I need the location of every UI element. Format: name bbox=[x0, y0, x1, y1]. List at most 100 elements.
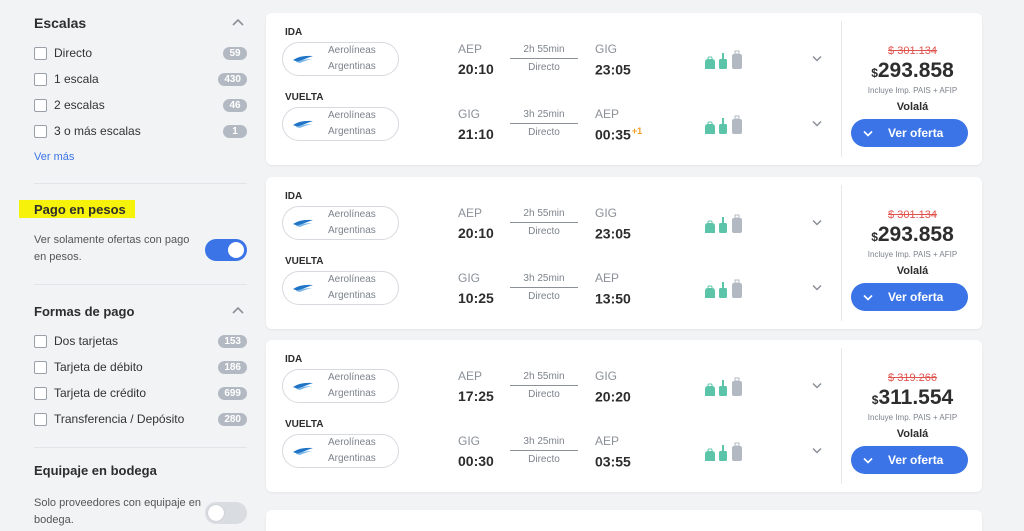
carry-on-icon bbox=[719, 282, 727, 298]
chevron-down-icon bbox=[863, 294, 873, 301]
filter-directo[interactable]: Directo 59 bbox=[34, 44, 247, 62]
current-price: $311.554 bbox=[842, 386, 983, 410]
checkbox[interactable] bbox=[34, 72, 47, 86]
flight-leg[interactable]: IDA Aerolíneas Argentinas AEP 17:25 2h 55… bbox=[266, 354, 840, 414]
offer-card: IDA Aerolíneas Argentinas AEP 20:10 2h 55… bbox=[266, 177, 982, 329]
departure-time: 00:30 bbox=[458, 453, 494, 469]
flight-leg[interactable]: VUELTA Aerolíneas Argentinas GIG 10:25 3h… bbox=[266, 256, 840, 316]
toggle-knob bbox=[228, 242, 244, 258]
ver-oferta-button[interactable]: Ver oferta bbox=[851, 119, 968, 147]
chevron-down-icon bbox=[863, 130, 873, 137]
destination-code: GIG bbox=[595, 206, 618, 220]
filter-tarjeta-credito[interactable]: Tarjeta de crédito 699 bbox=[34, 384, 247, 402]
flight-leg[interactable]: VUELTA Aerolíneas Argentinas GIG 00:30 3h… bbox=[266, 419, 840, 479]
carry-on-icon bbox=[719, 217, 727, 233]
ver-mas-link[interactable]: Ver más bbox=[34, 151, 75, 163]
route-line bbox=[510, 450, 578, 451]
checkbox[interactable] bbox=[34, 412, 47, 426]
chevron-down-icon bbox=[863, 457, 873, 464]
checkbox[interactable] bbox=[34, 334, 47, 348]
chevron-down-icon[interactable] bbox=[812, 120, 822, 127]
filter-label: Dos tarjetas bbox=[54, 334, 119, 348]
ver-oferta-button[interactable]: Ver oferta bbox=[851, 283, 968, 311]
filter-label: Tarjeta de débito bbox=[54, 360, 143, 374]
checked-bag-icon bbox=[732, 279, 742, 298]
current-price: $293.858 bbox=[842, 223, 983, 247]
chevron-down-icon[interactable] bbox=[812, 55, 822, 62]
chevron-down-icon[interactable] bbox=[812, 382, 822, 389]
destination-code: AEP bbox=[595, 434, 620, 448]
arrival-time: 00:35+1 bbox=[595, 126, 643, 143]
pago-pesos-toggle[interactable] bbox=[205, 239, 247, 261]
taxes-note: Incluye Imp. PAIS + AFIP bbox=[867, 86, 958, 95]
filter-count-badge: 186 bbox=[218, 360, 247, 374]
checkbox[interactable] bbox=[34, 360, 47, 374]
taxes-note: Incluye Imp. PAIS + AFIP bbox=[867, 250, 958, 259]
chevron-down-icon[interactable] bbox=[812, 447, 822, 454]
flight-leg[interactable]: VUELTA Aerolíneas Argentinas GIG 21:10 3h… bbox=[266, 92, 840, 152]
flight-duration: 3h 25min bbox=[523, 109, 565, 120]
filter-tarjeta-debito[interactable]: Tarjeta de débito 186 bbox=[34, 358, 247, 376]
personal-item-icon bbox=[705, 448, 715, 461]
current-price: $293.858 bbox=[842, 59, 983, 83]
next-card-edge bbox=[266, 510, 982, 531]
filter-count-badge: 280 bbox=[218, 412, 247, 426]
flight-leg[interactable]: IDA Aerolíneas Argentinas AEP 20:10 2h 55… bbox=[266, 27, 840, 87]
flight-leg[interactable]: IDA Aerolíneas Argentinas AEP 20:10 2h 55… bbox=[266, 191, 840, 251]
divider bbox=[34, 284, 247, 285]
filter-label: Directo bbox=[54, 46, 93, 60]
ver-oferta-button[interactable]: Ver oferta bbox=[851, 446, 968, 474]
stops-label: Directo bbox=[528, 62, 560, 73]
departure-time: 10:25 bbox=[458, 290, 494, 306]
checkbox[interactable] bbox=[34, 124, 47, 138]
destination-code: AEP bbox=[595, 271, 620, 285]
departure-time: 17:25 bbox=[458, 388, 494, 404]
filter-label: 3 o más escalas bbox=[54, 124, 141, 138]
filter-3-escalas[interactable]: 3 o más escalas 1 bbox=[34, 122, 247, 140]
route-line bbox=[510, 123, 578, 124]
arrival-time: 20:20 bbox=[595, 388, 631, 405]
stops-label: Directo bbox=[528, 226, 560, 237]
currency-symbol: $ bbox=[871, 230, 878, 244]
airline-chip: Aerolíneas Argentinas bbox=[282, 369, 399, 403]
checkbox[interactable] bbox=[34, 386, 47, 400]
filters-sidebar: Escalas Directo 59 1 escala 430 2 escala… bbox=[0, 0, 262, 531]
flight-legs: IDA Aerolíneas Argentinas AEP 20:10 2h 55… bbox=[266, 13, 840, 165]
filter-2-escalas[interactable]: 2 escalas 46 bbox=[34, 96, 247, 114]
airline-name: Aerolíneas Argentinas bbox=[328, 110, 376, 137]
carry-on-icon bbox=[719, 118, 727, 134]
filter-count-badge: 1 bbox=[223, 124, 247, 138]
origin-code: AEP bbox=[458, 206, 483, 220]
filter-count-badge: 46 bbox=[223, 98, 247, 112]
formas-pago-title: Formas de pago bbox=[34, 304, 135, 319]
origin-code: GIG bbox=[458, 434, 481, 448]
aerolineas-argentinas-logo bbox=[293, 447, 313, 455]
flight-duration: 2h 55min bbox=[523, 44, 565, 55]
filter-1-escala[interactable]: 1 escala 430 bbox=[34, 70, 247, 88]
filter-transferencia[interactable]: Transferencia / Depósito 280 bbox=[34, 410, 247, 428]
filter-count-badge: 153 bbox=[218, 334, 247, 348]
aerolineas-argentinas-logo bbox=[293, 55, 313, 63]
price-value: 311.554 bbox=[878, 386, 954, 409]
filter-dos-tarjetas[interactable]: Dos tarjetas 153 bbox=[34, 332, 247, 350]
chevron-up-icon[interactable] bbox=[231, 17, 245, 27]
chevron-down-icon[interactable] bbox=[812, 219, 822, 226]
checkbox[interactable] bbox=[34, 46, 47, 60]
origin-code: AEP bbox=[458, 42, 483, 56]
old-price: $ 301.134 bbox=[888, 209, 937, 221]
route-line bbox=[510, 58, 578, 59]
provider-name: Volalá bbox=[896, 428, 929, 440]
flight-duration: 3h 25min bbox=[523, 436, 565, 447]
carry-on-icon bbox=[719, 380, 727, 396]
departure-time: 20:10 bbox=[458, 61, 494, 77]
chevron-up-icon[interactable] bbox=[231, 305, 245, 315]
stops-label: Directo bbox=[528, 127, 560, 138]
chevron-down-icon[interactable] bbox=[812, 284, 822, 291]
stops-label: Directo bbox=[528, 389, 560, 400]
airline-chip: Aerolíneas Argentinas bbox=[282, 271, 399, 305]
equipaje-toggle[interactable] bbox=[205, 502, 247, 524]
airline-name: Aerolíneas Argentinas bbox=[328, 437, 376, 464]
airline-chip: Aerolíneas Argentinas bbox=[282, 206, 399, 240]
checkbox[interactable] bbox=[34, 98, 47, 112]
carry-on-icon bbox=[719, 445, 727, 461]
